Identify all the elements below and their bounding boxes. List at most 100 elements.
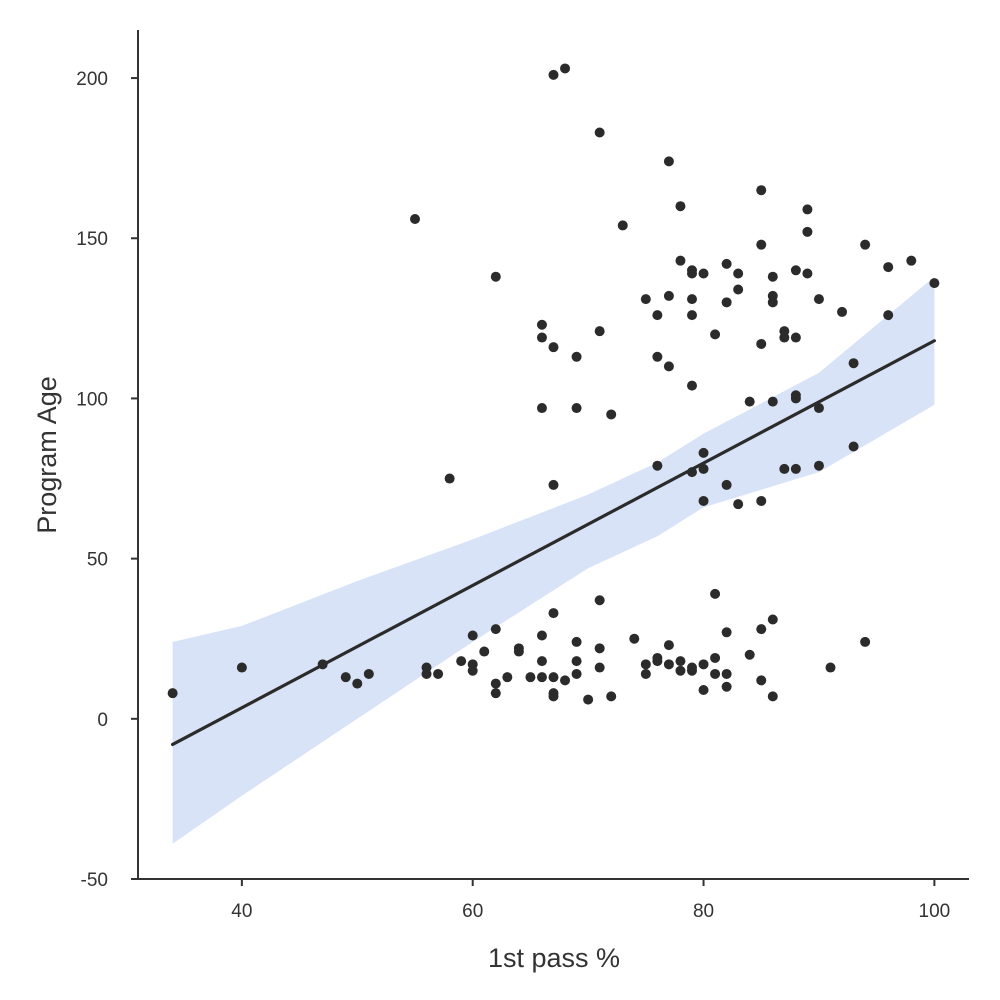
data-point xyxy=(733,268,744,279)
y-axis-title: Program Age xyxy=(32,376,62,534)
data-point xyxy=(756,185,767,196)
data-point xyxy=(640,294,651,305)
data-point xyxy=(744,649,755,660)
data-point xyxy=(721,297,732,308)
data-point xyxy=(352,678,363,689)
data-point xyxy=(687,310,697,321)
data-point xyxy=(606,409,617,420)
data-point xyxy=(744,396,755,407)
data-point xyxy=(733,284,744,295)
data-point xyxy=(560,675,571,686)
data-point xyxy=(756,675,767,686)
data-point xyxy=(756,338,767,349)
data-point xyxy=(790,332,801,343)
data-point xyxy=(571,656,582,667)
data-point xyxy=(813,460,824,471)
data-point xyxy=(698,463,709,474)
data-point xyxy=(906,255,917,266)
data-point xyxy=(767,271,778,282)
data-point xyxy=(883,310,894,321)
data-point xyxy=(594,643,605,654)
data-point xyxy=(779,332,790,343)
data-point xyxy=(548,342,559,353)
data-point xyxy=(548,479,559,490)
data-point xyxy=(837,306,848,317)
x-tick-label: 80 xyxy=(693,901,714,922)
data-point xyxy=(687,665,697,676)
data-point xyxy=(860,239,871,250)
data-point xyxy=(536,656,547,667)
data-point xyxy=(456,656,467,667)
data-point xyxy=(802,204,813,215)
data-point xyxy=(721,668,732,679)
data-point xyxy=(444,473,455,484)
data-point xyxy=(663,156,674,167)
data-point xyxy=(663,290,674,301)
data-point xyxy=(687,268,697,279)
data-point xyxy=(721,627,732,638)
data-point xyxy=(617,220,628,231)
data-point xyxy=(583,694,594,705)
data-point xyxy=(767,297,778,308)
data-point xyxy=(710,668,721,679)
data-point xyxy=(467,665,478,676)
data-point xyxy=(490,624,501,635)
data-point xyxy=(848,441,859,452)
data-point xyxy=(675,656,686,667)
y-ticks-layer: -50 0 50 100 150 200 xyxy=(76,69,138,891)
data-point xyxy=(236,662,247,673)
data-point xyxy=(698,659,709,670)
data-point xyxy=(813,294,824,305)
data-point xyxy=(802,226,813,237)
data-point xyxy=(410,214,420,225)
data-point xyxy=(433,668,444,679)
data-point xyxy=(421,668,432,679)
data-point xyxy=(594,326,605,337)
data-point xyxy=(802,268,813,279)
data-point xyxy=(883,262,894,273)
data-point xyxy=(767,614,778,625)
data-point xyxy=(548,608,559,619)
data-point xyxy=(548,69,559,80)
data-point xyxy=(698,447,709,458)
data-point xyxy=(525,672,536,683)
data-point xyxy=(790,463,801,474)
data-point xyxy=(652,310,663,321)
data-point xyxy=(548,691,559,702)
data-point xyxy=(536,672,547,683)
data-point xyxy=(698,495,709,506)
data-point xyxy=(571,636,582,647)
data-point xyxy=(929,278,940,289)
data-point xyxy=(490,678,501,689)
data-point xyxy=(721,258,732,269)
data-point xyxy=(502,672,513,683)
y-tick-label: 0 xyxy=(97,710,108,731)
data-point xyxy=(594,127,605,138)
data-point xyxy=(606,691,617,702)
y-tick-label: 200 xyxy=(76,69,108,90)
data-point xyxy=(467,630,478,641)
data-point xyxy=(560,63,571,74)
data-point xyxy=(756,239,767,250)
data-point xyxy=(675,255,686,266)
data-point xyxy=(675,665,686,676)
confidence-band-layer xyxy=(172,276,935,844)
data-point xyxy=(860,636,871,647)
data-point xyxy=(698,684,709,695)
data-point xyxy=(790,393,801,404)
axes-layer xyxy=(137,30,969,880)
data-point xyxy=(652,351,663,362)
data-point xyxy=(640,659,651,670)
data-point xyxy=(710,329,721,340)
data-point xyxy=(536,319,547,330)
data-point xyxy=(548,672,559,683)
data-point xyxy=(479,646,490,657)
data-point xyxy=(721,681,732,692)
data-point xyxy=(710,652,721,663)
data-point xyxy=(767,691,778,702)
data-point xyxy=(340,672,351,683)
x-ticks-layer: 40 60 80 100 xyxy=(231,879,950,922)
data-point xyxy=(536,403,547,414)
data-point xyxy=(571,351,582,362)
